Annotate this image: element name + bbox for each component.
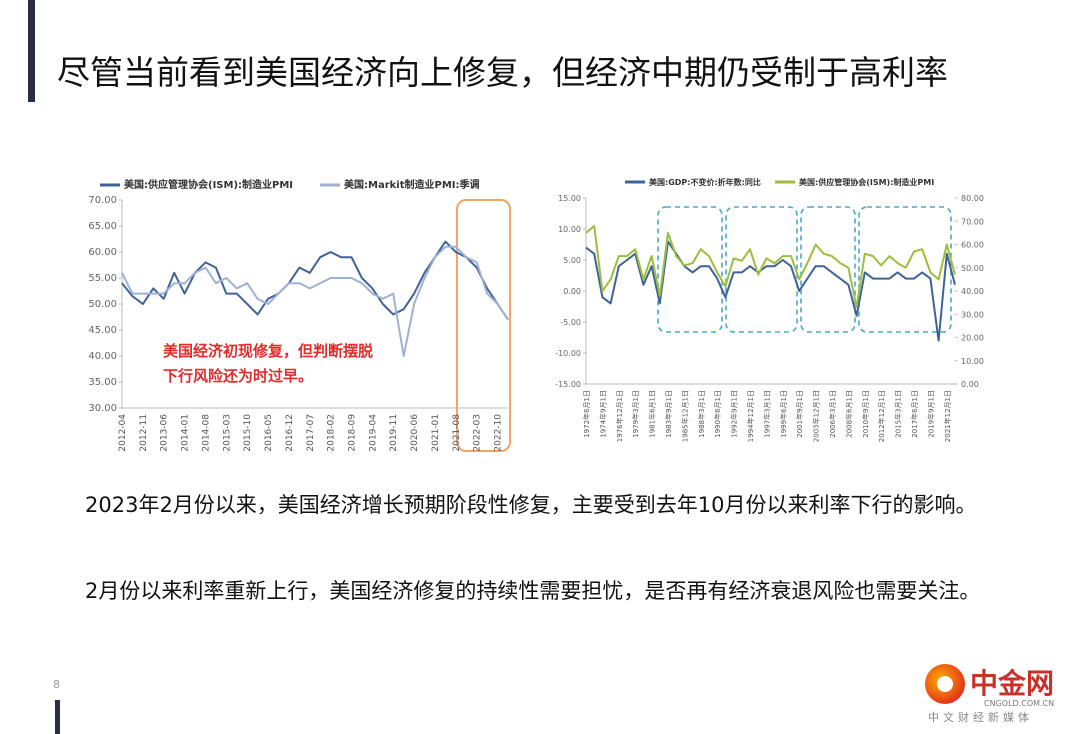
page-number: 8 xyxy=(53,678,60,691)
y2-tick-label: 20.00 xyxy=(961,334,984,343)
x-tick-label: 2015年3月1日 xyxy=(894,390,903,438)
x-tick-label: 2019年9月1日 xyxy=(926,390,935,438)
series-line xyxy=(585,240,956,342)
logo-mark xyxy=(937,676,953,692)
y-tick-label: 0.00 xyxy=(563,287,581,296)
x-tick-label: 1988年3月1日 xyxy=(697,390,706,438)
legend-label: 美国:供应管理协会(ISM):制造业PMI xyxy=(799,177,934,187)
x-tick-label: 2001年9月1日 xyxy=(795,390,804,438)
x-tick-label: 2018-02 xyxy=(327,414,337,452)
y-tick-label: -10.00 xyxy=(555,349,581,358)
x-tick-label: 2017-07 xyxy=(306,414,316,452)
y-tick-label: 30.00 xyxy=(88,403,117,414)
logo-domain: CNGOLD.COM.CN xyxy=(984,699,1054,708)
x-tick-label: 1979年3月1日 xyxy=(631,390,640,438)
y-tick-label: 15.00 xyxy=(558,194,581,203)
x-tick-label: 1992年9月1日 xyxy=(730,390,739,438)
paragraph: 2023年2月份以来，美国经济增长预期阶段性修复，主要受到去年10月份以来利率下… xyxy=(85,493,977,517)
x-tick-label: 2017年6月1日 xyxy=(910,390,919,438)
x-tick-label: 2022-10 xyxy=(494,414,504,452)
accent-bar xyxy=(55,700,60,734)
x-tick-label: 1983年9月1日 xyxy=(664,390,673,438)
x-tick-label: 2012-04 xyxy=(118,414,128,452)
y-tick-label: 55.00 xyxy=(88,273,117,284)
series-line xyxy=(121,245,509,357)
y2-tick-label: 80.00 xyxy=(961,194,984,203)
period-boxes xyxy=(657,206,952,333)
y2-tick-label: 30.00 xyxy=(961,310,984,319)
y-tick-label: -5.00 xyxy=(560,318,581,327)
series-line xyxy=(585,224,956,309)
x-tick-label: 2014-08 xyxy=(201,414,211,452)
x-tick-label: 2016-12 xyxy=(285,414,295,452)
x-tick-label: 2014-01 xyxy=(181,414,191,452)
x-tick-label: 1976年12月1日 xyxy=(615,390,624,442)
x-tick-label: 2003年12月1日 xyxy=(812,390,821,442)
x-tick-label: 2015-03 xyxy=(222,414,232,452)
x-tick-label: 1997年3月1日 xyxy=(762,390,771,438)
x-tick-label: 2006年3月1日 xyxy=(828,390,837,438)
accent-bar xyxy=(28,0,35,102)
x-tick-label: 2013-06 xyxy=(160,414,170,452)
x-tick-label: 1990年6月1日 xyxy=(713,390,722,438)
y-tick-label: 10.00 xyxy=(558,225,581,234)
x-tick-label: 2019-04 xyxy=(368,414,378,452)
x-tick-label: 2015-10 xyxy=(243,414,253,452)
y-tick-label: 35.00 xyxy=(88,377,117,388)
paragraph: 2月份以来利率重新上行，美国经济修复的持续性需要担忧，是否再有经济衰退风险也需要… xyxy=(85,579,981,603)
annotation: 美国经济初现修复，但判断摆脱 xyxy=(163,342,373,360)
y-tick-label: 60.00 xyxy=(88,247,117,258)
y2-tick-label: 10.00 xyxy=(961,357,984,366)
x-tick-label: 2019-11 xyxy=(389,414,399,452)
legend-label: 美国:供应管理协会(ISM):制造业PMI xyxy=(124,178,293,191)
series-line xyxy=(121,240,509,321)
logo-name: 中金网 xyxy=(970,667,1054,700)
y-tick-label: 50.00 xyxy=(88,299,117,310)
x-tick-label: 2008年6月1日 xyxy=(844,390,853,438)
y2-tick-label: 0.00 xyxy=(961,380,979,389)
x-tick-label: 1974年9月1日 xyxy=(598,390,607,438)
x-tick-label: 1985年12月1日 xyxy=(680,390,689,442)
y-tick-label: 5.00 xyxy=(563,256,581,265)
slide-title: 尽管当前看到美国经济向上修复，但经济中期仍受制于高利率 xyxy=(57,53,948,92)
y-tick-label: 65.00 xyxy=(88,221,117,232)
x-tick-label: 2021-01 xyxy=(431,414,441,452)
y-tick-label: 45.00 xyxy=(88,325,117,336)
x-tick-label: 2022-03 xyxy=(473,414,483,452)
y2-tick-label: 50.00 xyxy=(961,264,984,273)
y2-tick-label: 40.00 xyxy=(961,287,984,296)
x-tick-label: 1981年6月1日 xyxy=(648,390,657,438)
x-tick-label: 2010年9月1日 xyxy=(861,390,870,438)
x-tick-label: 1994年12月1日 xyxy=(746,390,755,442)
x-tick-label: 1972年6月1日 xyxy=(582,390,591,438)
y-tick-label: -15.00 xyxy=(555,380,581,389)
highlight-box xyxy=(456,199,511,452)
y2-tick-label: 60.00 xyxy=(961,241,984,250)
logo-slogan: 中文财经新媒体 xyxy=(928,710,1033,724)
legend-label: 美国:GDP:不变价:折年数:同比 xyxy=(649,177,761,187)
y-tick-label: 70.00 xyxy=(88,195,117,206)
annotation: 下行风险还为时过早。 xyxy=(163,367,313,385)
x-tick-label: 2012年12月1日 xyxy=(877,390,886,442)
y-tick-label: 40.00 xyxy=(88,351,117,362)
y2-tick-label: 70.00 xyxy=(961,217,984,226)
x-tick-label: 1999年6月1日 xyxy=(779,390,788,438)
x-tick-label: 2021-08 xyxy=(452,414,462,452)
x-tick-label: 2020-06 xyxy=(410,414,420,452)
x-tick-label: 2018-09 xyxy=(348,414,358,452)
x-tick-label: 2016-05 xyxy=(264,414,274,452)
x-tick-label: 2012-11 xyxy=(139,414,149,452)
legend-label: 美国:Markit制造业PMI:季调 xyxy=(344,178,480,191)
x-tick-label: 2021年12月1日 xyxy=(943,390,952,442)
